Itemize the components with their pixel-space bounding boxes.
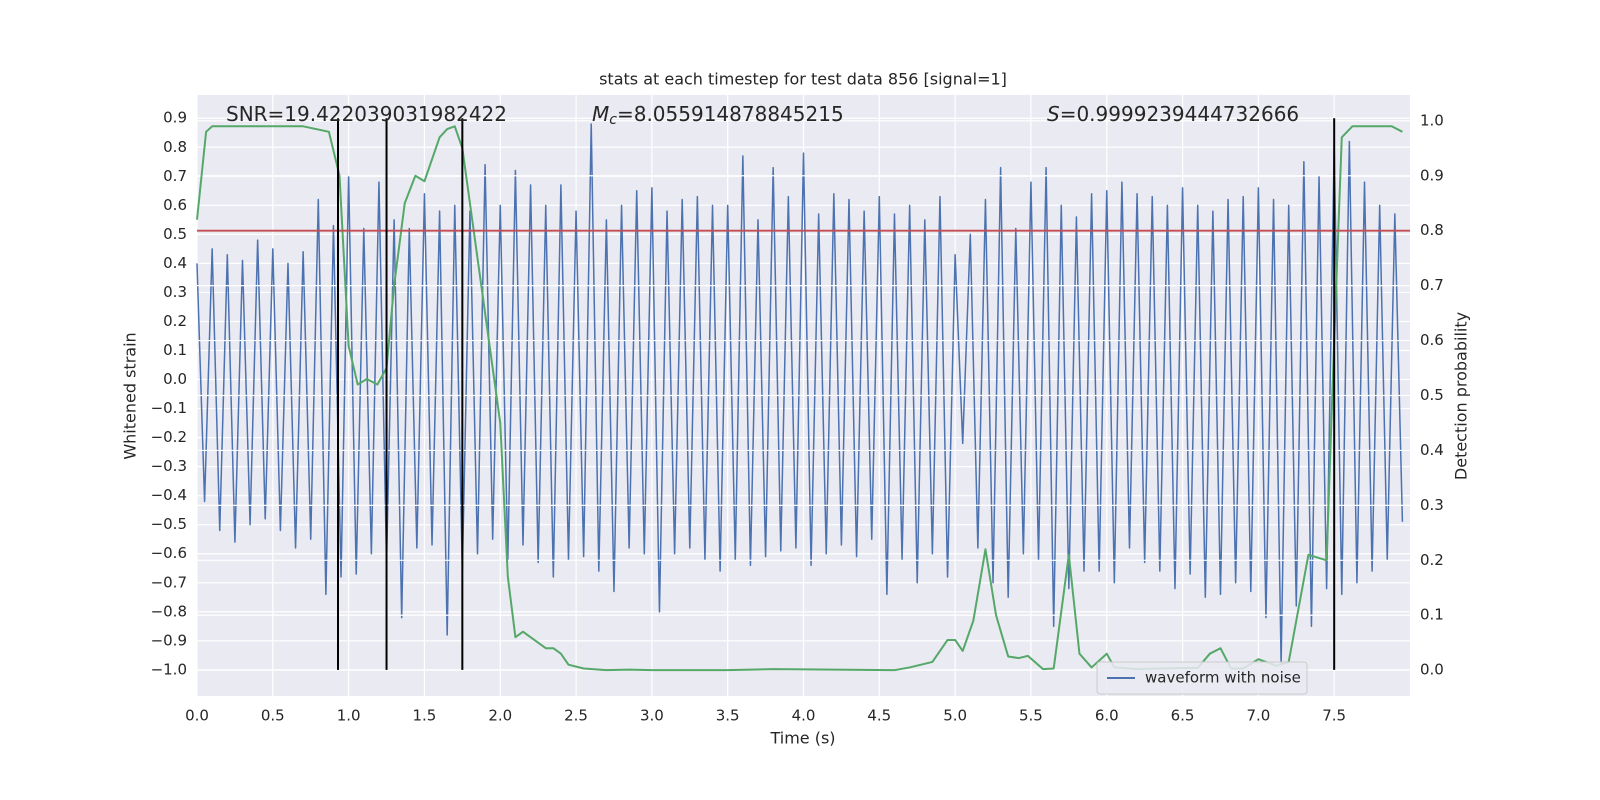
y-tick-label: 0.4 (163, 254, 187, 272)
y-tick-label: 0.0 (163, 370, 187, 388)
y-tick-label: 0.2 (163, 312, 187, 330)
y-tick-label: −0.9 (151, 631, 187, 649)
y-tick-label: −0.1 (151, 399, 187, 417)
y-tick-label: 0.3 (163, 283, 187, 301)
y-tick-label: 0.8 (163, 138, 187, 156)
y2-tick-label: 0.0 (1420, 661, 1444, 679)
annotation-text: SNR=19.422039031982422 (226, 102, 507, 126)
x-tick-label: 2.5 (564, 707, 588, 725)
x-tick-label: 4.0 (792, 707, 816, 725)
chart-title: stats at each timestep for test data 856… (599, 70, 1007, 89)
x-tick-label: 7.5 (1322, 707, 1346, 725)
y2-tick-label: 1.0 (1420, 111, 1444, 129)
y2-tick-label: 0.9 (1420, 166, 1444, 184)
legend: waveform with noise (1096, 661, 1308, 695)
y2-tick-label: 0.8 (1420, 221, 1444, 239)
y-tick-label: −0.2 (151, 428, 187, 446)
x-tick-label: 2.0 (488, 707, 512, 725)
y-tick-label: 0.1 (163, 341, 187, 359)
annotation: Mc=8.055914878845215 (592, 102, 844, 129)
legend-label: waveform with noise (1145, 669, 1301, 687)
y-tick-label: −0.3 (151, 457, 187, 475)
x-tick-label: 0.0 (185, 707, 209, 725)
y2-axis-label: Detection probability (1452, 312, 1471, 480)
y-tick-label: 0.9 (163, 109, 187, 127)
x-tick-label: 7.0 (1246, 707, 1270, 725)
annotation: S=0.9999239444732666 (1047, 102, 1299, 126)
x-tick-label: 5.5 (1019, 707, 1043, 725)
y2-tick-label: 0.2 (1420, 551, 1444, 569)
x-tick-label: 1.5 (413, 707, 437, 725)
x-tick-label: 1.0 (337, 707, 361, 725)
x-axis-label: Time (s) (769, 729, 835, 748)
y-tick-label: 0.7 (163, 167, 187, 185)
y-tick-label: −1.0 (151, 660, 187, 678)
annotation-text: =8.055914878845215 (617, 102, 844, 126)
y2-tick-label: 0.7 (1420, 276, 1444, 294)
annotation-subscript: c (609, 112, 617, 128)
waveform-line (196, 123, 1404, 665)
y2-tick-label: 0.1 (1420, 606, 1444, 624)
y-tick-label: −0.6 (151, 544, 187, 562)
legend-box (1096, 661, 1308, 695)
y-tick-label: −0.5 (151, 515, 187, 533)
y2-tick-label: 0.3 (1420, 496, 1444, 514)
annotation-symbol: S (1047, 102, 1060, 126)
x-tick-label: 5.0 (943, 707, 967, 725)
x-tick-label: 6.0 (1095, 707, 1119, 725)
y2-tick-label: 0.4 (1420, 441, 1444, 459)
x-tick-label: 3.0 (640, 707, 664, 725)
y2-tick-label: 0.6 (1420, 331, 1444, 349)
x-tick-label: 0.5 (261, 707, 285, 725)
y-tick-label: −0.7 (151, 573, 187, 591)
annotation-symbol: M (592, 102, 609, 126)
annotation-text: =0.9999239444732666 (1060, 102, 1299, 126)
y2-tick-label: 0.5 (1420, 386, 1444, 404)
y-tick-label: 0.5 (163, 225, 187, 243)
annotation: SNR=19.422039031982422 (226, 102, 507, 126)
y-tick-label: −0.8 (151, 602, 187, 620)
y-tick-label: −0.4 (151, 486, 187, 504)
y-axis-label: Whitened strain (121, 332, 140, 459)
x-tick-label: 3.5 (716, 707, 740, 725)
x-tick-label: 4.5 (867, 707, 891, 725)
x-tick-label: 6.5 (1171, 707, 1195, 725)
y-tick-label: 0.6 (163, 196, 187, 214)
